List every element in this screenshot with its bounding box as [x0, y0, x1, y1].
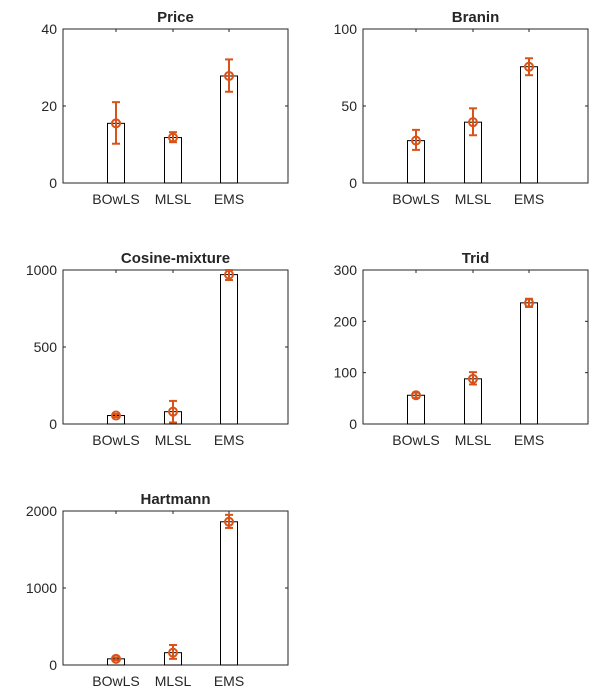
bar-mlsl — [164, 137, 182, 184]
y-tick-label: 0 — [349, 416, 357, 432]
y-tick-label: 300 — [334, 262, 358, 278]
y-tick-label: 0 — [49, 175, 57, 191]
x-tick-label: EMS — [214, 673, 244, 689]
x-tick-label: MLSL — [455, 191, 492, 207]
subplot-1: 0 50 100 BOwLS MLSL EMS Branin — [334, 9, 589, 207]
mean-marker — [224, 269, 234, 280]
mean-marker — [224, 70, 234, 81]
y-tick-label: 20 — [41, 98, 57, 114]
mean-marker — [524, 61, 534, 72]
subplot-title: Trid — [462, 250, 490, 267]
bar-ems — [520, 66, 538, 184]
y-tick-label: 2000 — [26, 503, 57, 519]
subplot-4: 0 1000 2000 BOwLS MLSL EMS Hartmann — [26, 491, 289, 689]
y-tick-label: 0 — [349, 175, 357, 191]
subplot-title: Hartmann — [140, 491, 210, 508]
x-tick-label: EMS — [514, 432, 544, 448]
axes-frame — [62, 510, 289, 666]
bar-ems — [220, 521, 238, 666]
x-tick-label: MLSL — [155, 673, 192, 689]
mean-marker — [111, 653, 121, 664]
mean-marker — [411, 390, 421, 401]
bar-ems — [220, 274, 238, 425]
mean-marker — [411, 135, 421, 146]
x-tick-label: BOwLS — [392, 432, 439, 448]
x-tick-label: MLSL — [155, 191, 192, 207]
subplot-3: 0 100 200 300 BOwLS MLSL EMS Trid — [334, 250, 589, 448]
x-tick-label: MLSL — [455, 432, 492, 448]
x-tick-label: EMS — [514, 191, 544, 207]
subplot-title: Branin — [452, 9, 500, 26]
mean-marker — [524, 297, 534, 308]
x-tick-label: MLSL — [155, 432, 192, 448]
mean-marker — [168, 406, 178, 417]
y-tick-label: 0 — [49, 657, 57, 673]
mean-marker — [111, 410, 121, 421]
subplot-2: 0 500 1000 BOwLS MLSL EMS Cosine-mixture — [26, 250, 289, 448]
axes-frame — [62, 269, 289, 425]
y-tick-label: 100 — [334, 21, 358, 37]
y-tick-label: 200 — [334, 313, 358, 329]
x-tick-label: EMS — [214, 191, 244, 207]
y-tick-label: 500 — [34, 339, 58, 355]
mean-marker — [224, 516, 234, 527]
subplot-0: 0 20 40 BOwLS MLSL EMS Price — [41, 9, 289, 207]
x-tick-label: BOwLS — [92, 432, 139, 448]
y-tick-label: 100 — [334, 365, 358, 381]
y-tick-label: 40 — [41, 21, 57, 37]
y-tick-label: 50 — [341, 98, 357, 114]
y-tick-label: 0 — [49, 416, 57, 432]
x-tick-label: BOwLS — [92, 191, 139, 207]
bar-ems — [520, 302, 538, 425]
subplot-title: Cosine-mixture — [121, 250, 230, 267]
mean-marker — [468, 373, 478, 384]
x-tick-label: BOwLS — [392, 191, 439, 207]
x-tick-label: BOwLS — [92, 673, 139, 689]
subplot-title: Price — [157, 9, 194, 26]
bar-mlsl — [464, 378, 482, 425]
x-tick-label: EMS — [214, 432, 244, 448]
mean-marker — [168, 647, 178, 658]
y-tick-label: 1000 — [26, 580, 57, 596]
mean-marker — [468, 117, 478, 128]
y-tick-label: 1000 — [26, 262, 57, 278]
mean-marker — [168, 132, 178, 143]
mean-marker — [111, 118, 121, 129]
